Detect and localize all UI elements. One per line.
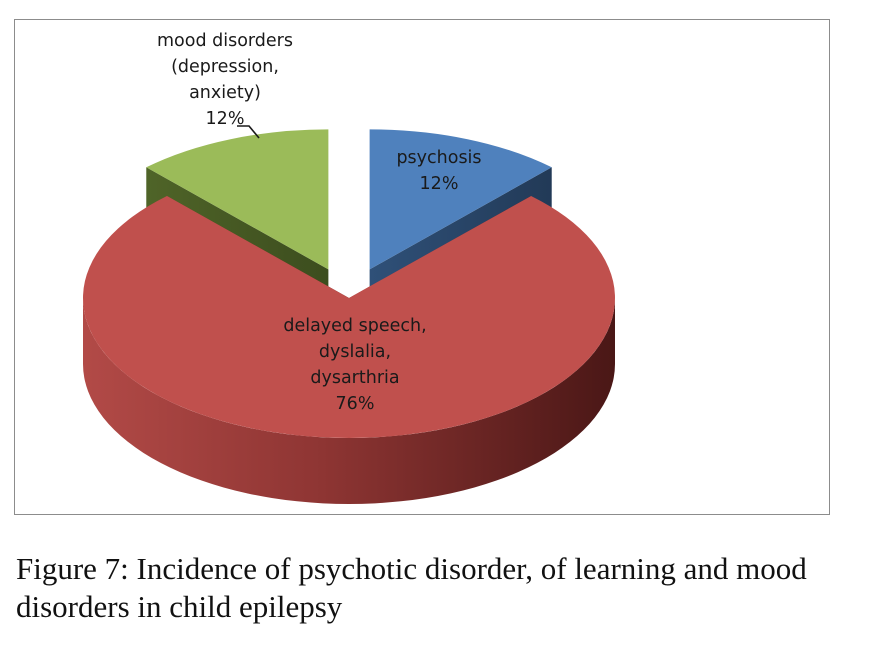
slice-top-face <box>146 129 329 270</box>
pie-slice-delayed-speech <box>82 195 615 504</box>
figure-caption: Figure 7: Incidence of psychotic disorde… <box>16 551 807 624</box>
slice-label-mood-disorders: mood disorders (depression, anxiety) 12% <box>157 31 293 129</box>
slice-outer-side <box>83 298 615 504</box>
slice-label-psychosis: psychosis 12% <box>396 148 481 194</box>
pie-chart: psychosis 12% delayed speech, dyslalia, dysa… <box>82 31 615 504</box>
slice-label-delayed-speech: delayed speech, dyslalia, dysarthria 76% <box>283 316 426 414</box>
slice-top-face <box>369 129 552 270</box>
chart-frame: psychosis 12% delayed speech, dyslalia, dysa… <box>14 19 830 515</box>
label-leader-line <box>237 125 260 139</box>
slice-top-face <box>82 195 615 438</box>
